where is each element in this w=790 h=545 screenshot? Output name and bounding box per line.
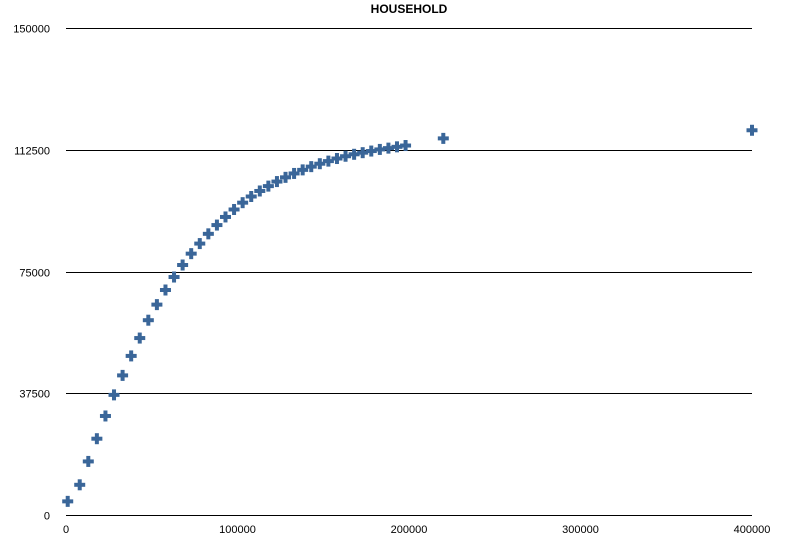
x-tick-label: 100000: [219, 524, 256, 536]
data-point: [254, 185, 266, 197]
data-point: [400, 140, 412, 152]
x-tick-label: 300000: [562, 524, 599, 536]
x-tick-label: 400000: [734, 524, 771, 536]
data-point: [437, 132, 449, 144]
data-point: [288, 167, 300, 179]
data-point: [108, 389, 120, 401]
y-tick-label: 112500: [14, 146, 50, 158]
data-point: [297, 164, 309, 176]
data-point: [117, 369, 129, 381]
data-points: [62, 124, 758, 507]
data-point: [314, 158, 326, 170]
data-point: [322, 155, 334, 167]
data-point: [340, 150, 352, 162]
y-tick-label: 37500: [19, 389, 50, 401]
data-point: [202, 228, 214, 240]
y-tick-label: 150000: [13, 24, 50, 36]
data-point: [391, 141, 403, 153]
x-tick-label: 0: [63, 524, 69, 536]
data-point: [168, 271, 180, 283]
data-point: [194, 238, 206, 250]
data-point: [62, 495, 74, 507]
data-point: [211, 219, 223, 231]
data-point: [357, 147, 369, 159]
data-point: [382, 142, 394, 154]
data-point: [219, 211, 231, 223]
data-point: [271, 176, 283, 188]
y-axis-ticks: 0 37500 75000 112500 150000: [13, 24, 50, 523]
data-point: [185, 248, 197, 260]
data-point: [331, 153, 343, 165]
data-point: [245, 191, 257, 203]
data-point: [280, 171, 292, 183]
data-point: [746, 124, 758, 136]
data-point: [159, 284, 171, 296]
y-tick-label: 75000: [19, 268, 50, 280]
data-point: [228, 203, 240, 215]
data-point: [99, 410, 111, 422]
data-point: [82, 455, 94, 467]
data-point: [237, 197, 249, 209]
data-point: [142, 314, 154, 326]
data-point: [91, 433, 103, 445]
data-point: [125, 350, 137, 362]
data-point: [74, 479, 86, 491]
data-point: [348, 148, 360, 160]
chart-title: HOUSEHOLD: [371, 2, 448, 16]
data-point: [305, 161, 317, 173]
data-point: [365, 145, 377, 157]
data-point: [151, 299, 163, 311]
data-point: [262, 180, 274, 192]
x-axis-ticks: 0 100000 200000 300000 400000: [63, 524, 770, 536]
data-point: [134, 332, 146, 344]
data-point: [177, 259, 189, 271]
x-tick-label: 200000: [391, 524, 428, 536]
gridlines: [66, 28, 752, 516]
y-tick-label: 0: [44, 511, 50, 523]
data-point: [374, 143, 386, 155]
